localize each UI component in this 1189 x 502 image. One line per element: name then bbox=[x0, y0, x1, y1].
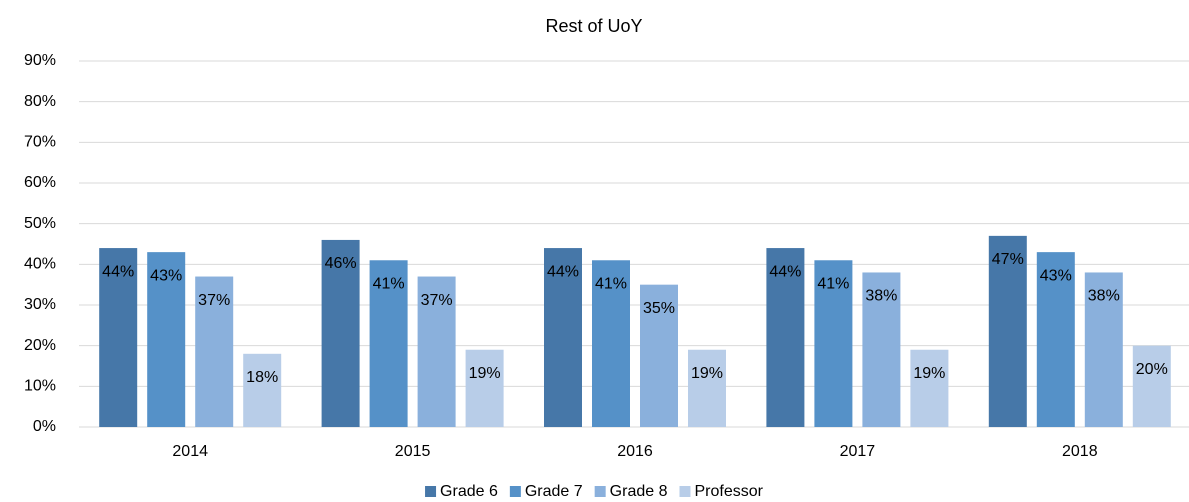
data-label: 41% bbox=[817, 275, 849, 292]
chart-title: Rest of UoY bbox=[545, 16, 642, 36]
data-label: 46% bbox=[325, 255, 357, 272]
bar bbox=[1036, 252, 1075, 427]
data-label: 18% bbox=[246, 369, 278, 386]
bar bbox=[369, 260, 408, 427]
data-label: 47% bbox=[992, 251, 1024, 268]
legend-label: Grade 8 bbox=[610, 483, 668, 500]
x-tick-label: 2014 bbox=[172, 443, 208, 460]
bar bbox=[988, 235, 1027, 427]
data-label: 35% bbox=[643, 300, 675, 317]
data-label: 44% bbox=[547, 263, 579, 280]
bar bbox=[592, 260, 630, 427]
data-label: 41% bbox=[595, 275, 627, 292]
x-tick-label: 2018 bbox=[1062, 443, 1098, 460]
data-label: 44% bbox=[769, 263, 801, 280]
data-label: 19% bbox=[691, 365, 723, 382]
data-label: 19% bbox=[469, 365, 501, 382]
legend-swatch bbox=[509, 486, 521, 497]
bar bbox=[1132, 345, 1171, 427]
bar bbox=[417, 276, 456, 427]
data-label: 20% bbox=[1136, 361, 1168, 378]
legend-label: Grade 7 bbox=[525, 483, 583, 500]
bar bbox=[814, 260, 853, 427]
legend-label: Grade 6 bbox=[440, 483, 498, 500]
legend-swatch bbox=[594, 486, 606, 497]
data-label: 38% bbox=[865, 288, 897, 305]
bar bbox=[640, 284, 678, 427]
data-label: 44% bbox=[102, 263, 134, 280]
y-tick-label: 0% bbox=[33, 418, 56, 435]
x-tick-label: 2017 bbox=[840, 443, 876, 460]
data-label: 38% bbox=[1088, 288, 1120, 305]
bar bbox=[321, 239, 360, 427]
legend-swatch bbox=[679, 486, 691, 497]
legend-swatch bbox=[425, 486, 437, 497]
data-label: 41% bbox=[373, 275, 405, 292]
y-tick-label: 60% bbox=[24, 174, 56, 191]
bar bbox=[99, 248, 138, 427]
bar bbox=[544, 248, 582, 427]
bar bbox=[688, 349, 726, 427]
bar bbox=[243, 353, 282, 427]
y-tick-label: 70% bbox=[24, 134, 56, 151]
bar bbox=[862, 272, 901, 427]
data-label: 43% bbox=[1040, 267, 1072, 284]
data-label: 37% bbox=[421, 292, 453, 309]
bar bbox=[465, 349, 504, 427]
y-tick-label: 20% bbox=[24, 337, 56, 354]
x-tick-label: 2016 bbox=[617, 443, 653, 460]
bar bbox=[1084, 272, 1123, 427]
y-tick-label: 90% bbox=[24, 52, 56, 69]
y-tick-label: 30% bbox=[24, 296, 56, 313]
bar bbox=[766, 248, 805, 427]
bar bbox=[195, 276, 234, 427]
bar bbox=[147, 252, 186, 427]
data-label: 43% bbox=[150, 267, 182, 284]
y-tick-label: 80% bbox=[24, 93, 56, 110]
data-label: 19% bbox=[913, 365, 945, 382]
bar bbox=[910, 349, 949, 427]
data-label: 37% bbox=[198, 292, 230, 309]
y-tick-label: 50% bbox=[24, 215, 56, 232]
x-tick-label: 2015 bbox=[395, 443, 431, 460]
y-tick-label: 10% bbox=[24, 378, 56, 395]
y-tick-label: 40% bbox=[24, 256, 56, 273]
legend-label: Professor bbox=[694, 483, 763, 500]
